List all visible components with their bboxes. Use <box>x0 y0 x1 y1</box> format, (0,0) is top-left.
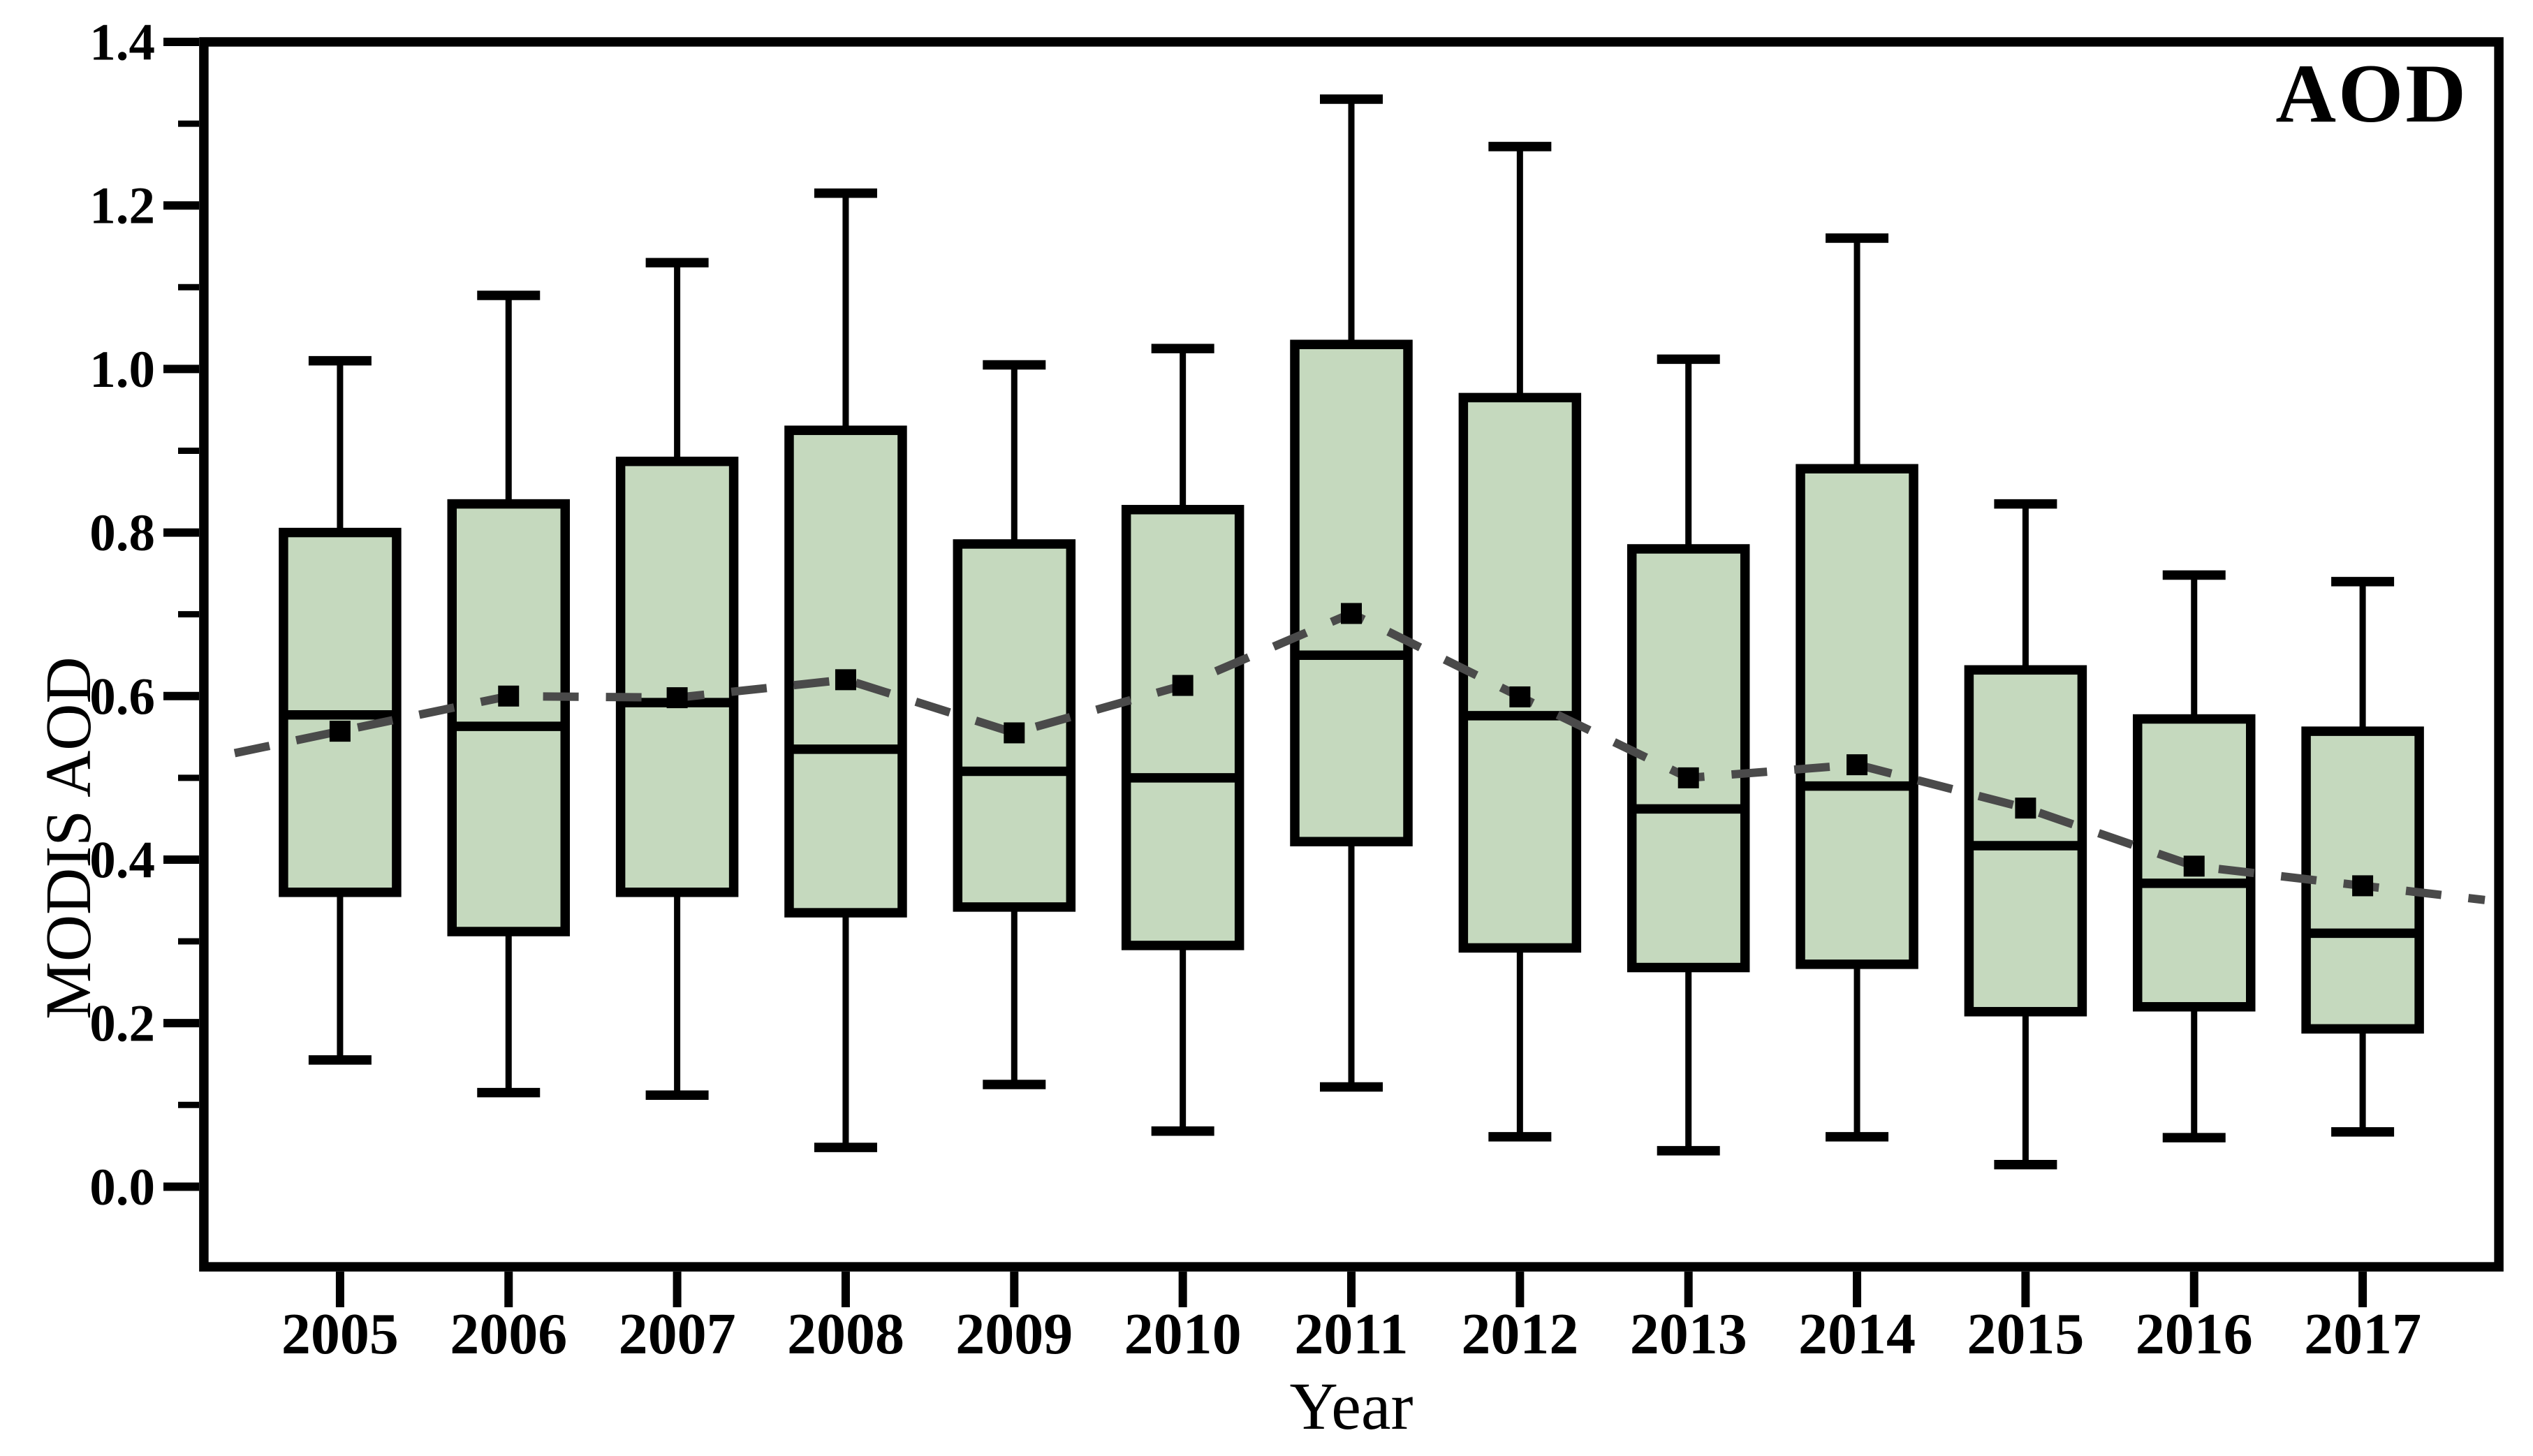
mean-marker-2017 <box>2352 875 2374 897</box>
box-2011 <box>1290 339 1413 846</box>
y-tick-label-1.0: 1.0 <box>89 341 155 399</box>
plot-corner-title: AOD <box>2275 46 2468 140</box>
x-tick-label-2012: 2012 <box>1461 1302 1578 1367</box>
x-tick-label-2009: 2009 <box>955 1302 1073 1367</box>
y-tick-label-0.0: 0.0 <box>89 1159 155 1216</box>
mean-marker-2013 <box>1677 767 1699 788</box>
x-tick-label-2017: 2017 <box>2304 1302 2421 1367</box>
box-2006 <box>447 499 570 936</box>
mean-marker-2010 <box>1172 675 1194 696</box>
box-2013 <box>1627 544 1750 973</box>
x-tick-label-2015: 2015 <box>1967 1302 2084 1367</box>
box-2007 <box>615 456 739 897</box>
y-axis-title: MODIS AOD <box>31 656 105 1020</box>
box-2010 <box>1121 505 1245 950</box>
x-tick-label-2016: 2016 <box>2136 1302 2253 1367</box>
x-tick-label-2007: 2007 <box>619 1302 736 1367</box>
x-tick-label-2005: 2005 <box>281 1302 399 1367</box>
x-tick-label-2006: 2006 <box>450 1302 567 1367</box>
mean-marker-2015 <box>2015 797 2036 819</box>
mean-marker-2011 <box>1341 603 1362 624</box>
mean-marker-2007 <box>666 687 688 709</box>
box-2015 <box>1964 665 2087 1017</box>
x-axis-title: Year <box>1289 1368 1414 1443</box>
x-tick-label-2008: 2008 <box>787 1302 904 1367</box>
mean-marker-2006 <box>498 685 520 707</box>
mean-marker-2014 <box>1846 754 1868 776</box>
mean-marker-2005 <box>329 721 351 742</box>
mean-marker-2012 <box>1509 686 1531 707</box>
x-tick-label-2011: 2011 <box>1294 1302 1408 1367</box>
y-tick-label-1.4: 1.4 <box>89 14 155 72</box>
x-tick-label-2010: 2010 <box>1124 1302 1242 1367</box>
box-2012 <box>1458 392 1582 953</box>
y-tick-label-0.2: 0.2 <box>89 995 155 1053</box>
mean-marker-2008 <box>835 669 856 691</box>
y-tick-label-0.4: 0.4 <box>89 831 155 889</box>
box-2014 <box>1796 464 1918 969</box>
y-tick-label-0.8: 0.8 <box>89 504 155 562</box>
mean-marker-2009 <box>1004 722 1025 744</box>
y-tick-label-1.2: 1.2 <box>89 177 155 235</box>
box-2016 <box>2133 714 2256 1012</box>
x-tick-label-2013: 2013 <box>1630 1302 1747 1367</box>
plot-frame <box>199 37 2504 1272</box>
y-tick-label-0.6: 0.6 <box>89 668 155 726</box>
x-tick-label-2014: 2014 <box>1798 1302 1916 1367</box>
mean-marker-2016 <box>2183 855 2205 877</box>
